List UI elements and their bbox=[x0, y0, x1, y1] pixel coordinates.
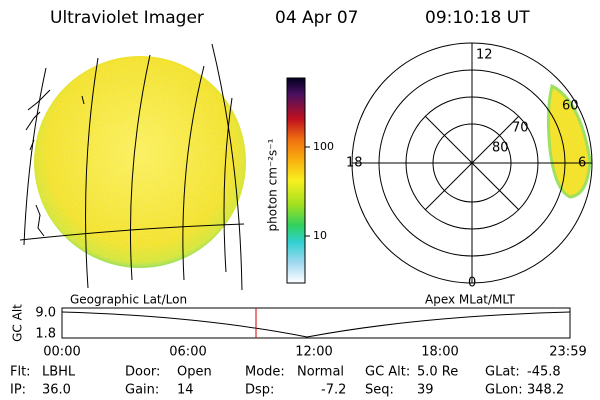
field-value: 39 bbox=[417, 383, 434, 398]
field-label: GLon: bbox=[485, 383, 523, 398]
field-label: Gain: bbox=[125, 383, 159, 398]
field-value: 14 bbox=[177, 383, 194, 398]
coastline bbox=[25, 89, 85, 237]
field-label: Flt: bbox=[10, 365, 31, 380]
orbit-xtick: 12:00 bbox=[295, 345, 332, 360]
meridian bbox=[223, 97, 233, 273]
orbit-xtick: 18:00 bbox=[421, 345, 458, 360]
mlt-label: 12 bbox=[476, 48, 493, 63]
altitude-curve bbox=[61, 311, 571, 338]
field-value: -7.2 bbox=[321, 383, 346, 398]
mlt-label: 18 bbox=[346, 156, 363, 171]
auroral-oval bbox=[546, 83, 592, 199]
field-value: Open bbox=[177, 365, 212, 380]
orbit-xtick: 23:59 bbox=[549, 345, 586, 360]
orbit-frame bbox=[61, 307, 571, 339]
field-label: Seq: bbox=[365, 383, 394, 398]
polar-panel: 12 18 6 0 60 70 80 bbox=[346, 42, 593, 291]
orbit-plot: GC Alt 9.0 1.8 00:00 06:00 12:00 18:00 2… bbox=[11, 304, 587, 360]
field-label: GLat: bbox=[485, 365, 520, 380]
field-value: LBHL bbox=[42, 365, 76, 380]
parallel bbox=[20, 223, 245, 241]
field-value: 348.2 bbox=[527, 383, 564, 398]
field-label: Door: bbox=[125, 365, 160, 380]
lat-label: 80 bbox=[492, 141, 509, 156]
field-value: Normal bbox=[297, 365, 344, 380]
orbit-xtick: 06:00 bbox=[169, 345, 206, 360]
outline bbox=[23, 67, 47, 246]
outline bbox=[211, 43, 243, 290]
orbit-ytick: 9.0 bbox=[35, 306, 56, 321]
disk-texture bbox=[36, 58, 244, 266]
mlt-label: 0 bbox=[468, 276, 476, 291]
lat-label: 70 bbox=[512, 121, 529, 136]
geo-panel bbox=[20, 43, 246, 290]
colorbar bbox=[286, 77, 306, 284]
lat-label: 60 bbox=[562, 99, 579, 114]
time: 09:10:18 UT bbox=[425, 8, 530, 28]
colorbar-tick-label: 10 bbox=[313, 229, 327, 242]
orbit-ylabel: GC Alt bbox=[11, 304, 25, 342]
field-value: -45.8 bbox=[527, 365, 561, 380]
field-value: 36.0 bbox=[42, 383, 71, 398]
field-label: GC Alt: bbox=[365, 365, 410, 380]
orbit-ytick: 1.8 bbox=[35, 327, 56, 342]
meridian bbox=[130, 54, 151, 281]
footer: Flt: LBHL Door: Open Mode: Normal GC Alt: 5.0 R… bbox=[10, 365, 564, 398]
field-label: Mode: bbox=[245, 365, 285, 380]
mlt-label: 6 bbox=[578, 156, 586, 171]
panel-title: Apex MLat/MLT bbox=[425, 293, 515, 307]
axis bbox=[424, 115, 520, 211]
field-label: Dsp: bbox=[245, 383, 274, 398]
colorbar-tick-label: 100 bbox=[313, 140, 334, 153]
meridian bbox=[182, 65, 205, 281]
orbit-xtick: 00:00 bbox=[43, 345, 80, 360]
meridian bbox=[85, 57, 99, 289]
title: Ultraviolet Imager bbox=[50, 8, 204, 28]
date: 04 Apr 07 bbox=[275, 8, 358, 28]
field-value: 5.0 Re bbox=[417, 365, 458, 380]
colorbar-label: photon cm⁻²s⁻¹ bbox=[266, 138, 280, 231]
field-label: IP: bbox=[10, 383, 26, 398]
panel-title: Geographic Lat/Lon bbox=[70, 293, 187, 307]
